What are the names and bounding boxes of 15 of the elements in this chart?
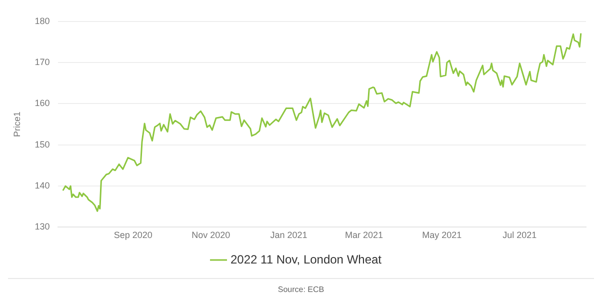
x-tick-label: Sep 2020 [114, 230, 152, 240]
y-axis-title: Price1 [12, 112, 22, 138]
y-tick-label: 160 [34, 98, 50, 108]
x-tick-label: May 2021 [422, 230, 462, 240]
y-tick-label: 140 [34, 180, 50, 191]
x-tick-label: Jan 2021 [270, 230, 308, 240]
y-tick-label: 150 [34, 139, 50, 150]
legend-label: 2022 11 Nov, London Wheat [230, 252, 382, 266]
x-tick-label: Mar 2021 [344, 230, 384, 240]
y-tick-label: 180 [34, 16, 50, 26]
x-tick-label: Nov 2020 [192, 230, 230, 240]
source-note: Source: ECB [8, 279, 594, 294]
y-tick-label: 130 [34, 222, 50, 232]
y-tick-label: 170 [34, 57, 50, 68]
x-tick-label: Jul 2021 [502, 230, 537, 240]
